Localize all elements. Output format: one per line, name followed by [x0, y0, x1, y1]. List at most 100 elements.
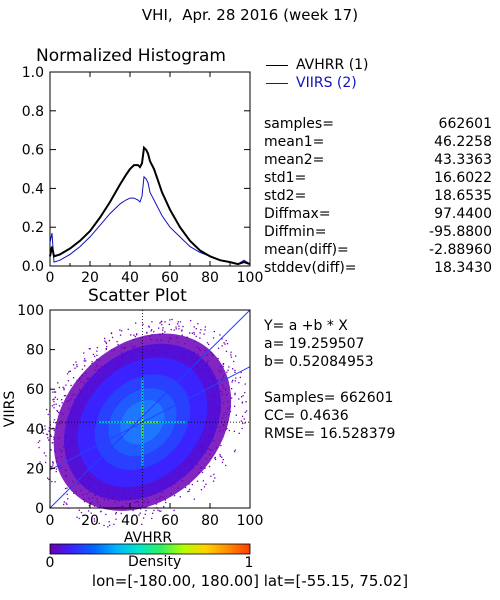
density-speck [81, 368, 84, 370]
density-speck [231, 397, 233, 399]
density-speck [209, 385, 211, 387]
density-speck [211, 404, 214, 406]
density-speck [193, 360, 195, 362]
density-speck [178, 355, 180, 357]
density-speck [51, 442, 53, 444]
scatter-xtick-label: 80 [201, 513, 219, 529]
density-speck [75, 490, 77, 493]
density-speck [183, 475, 185, 477]
density-speck [99, 379, 101, 381]
density-speck [42, 432, 44, 434]
density-speck [48, 430, 50, 432]
density-speck [39, 469, 42, 471]
density-speck [161, 320, 163, 322]
density-speck [170, 493, 172, 495]
density-speck [83, 482, 85, 484]
density-speck [219, 371, 222, 373]
density-speck [114, 367, 117, 370]
density-speck [131, 345, 133, 347]
density-speck [66, 487, 68, 489]
density-speck [53, 401, 55, 403]
density-speck [68, 399, 70, 402]
scatter-ytick-label: 60 [26, 382, 44, 398]
density-speck [88, 348, 90, 350]
density-speck [86, 388, 88, 390]
density-speck [213, 396, 216, 398]
density-speck [165, 501, 167, 504]
density-speck [78, 378, 80, 381]
density-speck [210, 351, 212, 354]
density-speck [47, 477, 49, 479]
density-speck [213, 473, 215, 476]
density-speck [131, 515, 134, 517]
density-speck [117, 366, 119, 368]
density-speck [48, 427, 50, 429]
density-speck [50, 449, 52, 451]
density-speck [50, 435, 52, 437]
density-speck [45, 461, 47, 464]
density-speck [221, 393, 223, 395]
density-speck [65, 436, 67, 438]
density-speck [219, 410, 221, 412]
density-speck [121, 496, 123, 498]
density-speck [173, 495, 176, 497]
density-speck [245, 410, 248, 412]
density-speck [150, 338, 152, 341]
density-speck [132, 522, 134, 525]
density-speck [52, 462, 54, 464]
hist-xtick-label: 0 [46, 270, 55, 286]
density-speck [164, 321, 166, 323]
density-speck [48, 478, 50, 481]
density-speck [240, 396, 243, 398]
density-speck [228, 366, 230, 368]
density-speck [83, 360, 85, 362]
density-speck [105, 348, 107, 350]
density-speck [203, 368, 205, 370]
density-speck [140, 341, 142, 344]
density-speck [83, 498, 85, 501]
density-speck [104, 337, 106, 340]
density-speck [225, 394, 228, 396]
density-speck [46, 408, 48, 411]
density-speck [152, 349, 154, 351]
density-speck [214, 456, 216, 459]
density-speck [161, 491, 163, 494]
density-speck [80, 511, 83, 514]
hist-stat-value: 46.2258 [434, 134, 492, 150]
density-speck [121, 355, 123, 357]
colorbar [49, 543, 251, 555]
density-speck [170, 485, 172, 488]
density-speck [234, 369, 236, 372]
density-speck [242, 395, 244, 397]
density-speck [54, 422, 56, 424]
hist-ytick-label: 0.8 [22, 104, 44, 120]
density-speck [221, 378, 223, 381]
density-speck [105, 342, 108, 345]
density-speck [184, 343, 186, 345]
density-speck [204, 349, 206, 352]
scatter-ytick-label: 0 [35, 501, 44, 517]
density-speck [72, 364, 75, 366]
density-speck [238, 432, 240, 434]
density-speck [200, 365, 202, 367]
density-speck [204, 364, 206, 366]
density-speck [90, 501, 93, 504]
density-speck [223, 424, 225, 427]
density-speck [188, 350, 191, 352]
density-speck [195, 335, 197, 338]
density-speck [165, 352, 167, 354]
density-speck [71, 394, 73, 397]
density-speck [67, 446, 69, 449]
scatter-ytick-label: 80 [26, 343, 44, 359]
density-speck [98, 368, 101, 370]
density-speck [204, 370, 207, 373]
density-speck [219, 334, 221, 336]
histogram-title: Normalized Histogram [36, 46, 226, 66]
density-speck [77, 483, 79, 485]
density-speck [222, 429, 224, 432]
density-speck [53, 407, 55, 409]
density-speck [227, 369, 229, 371]
density-speck [82, 494, 84, 496]
density-speck [65, 422, 67, 424]
density-speck [97, 376, 99, 379]
